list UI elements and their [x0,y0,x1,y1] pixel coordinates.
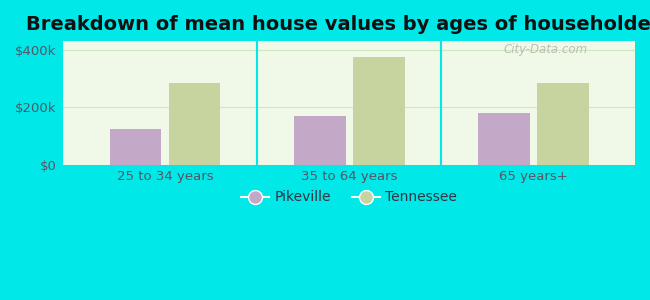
Bar [168,83,220,165]
Title: Breakdown of mean house values by ages of householders: Breakdown of mean house values by ages o… [26,15,650,34]
Bar [110,129,161,165]
Bar [353,57,404,165]
Bar [538,83,589,165]
Legend: Pikeville, Tennessee: Pikeville, Tennessee [236,185,463,210]
Text: City-Data.com: City-Data.com [504,44,588,56]
Bar [478,113,530,165]
Bar [294,116,346,165]
